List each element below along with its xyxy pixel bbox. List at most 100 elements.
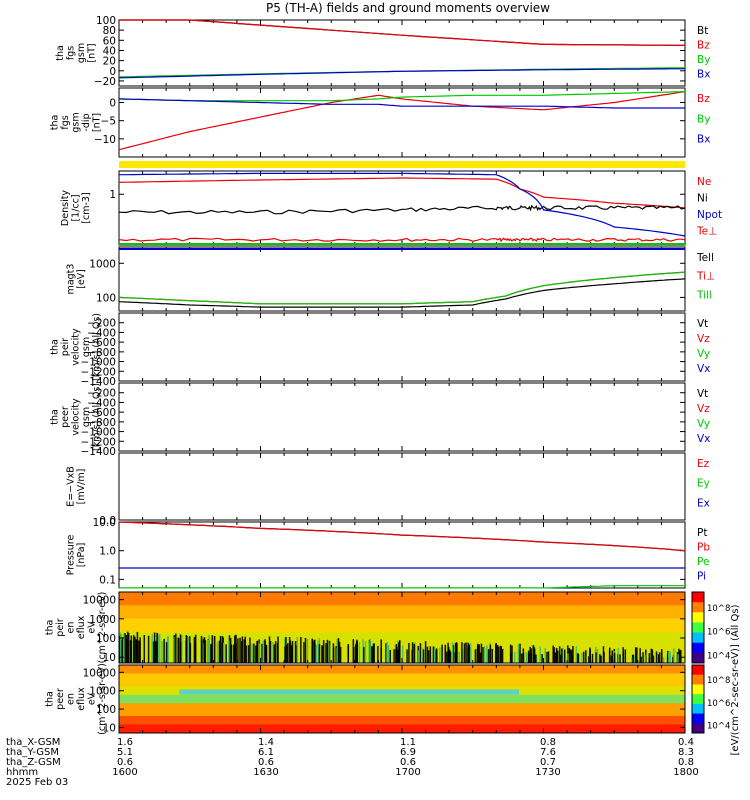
spectrogram-pixel xyxy=(648,653,651,663)
spectrogram-pixel xyxy=(419,643,422,663)
spectrogram-pixel xyxy=(371,646,373,663)
y-tick-label: 100 xyxy=(96,15,116,27)
spectrogram-band xyxy=(119,618,685,624)
spectrogram-pixel xyxy=(520,653,523,663)
y-axis-label-line: eV xyxy=(86,621,97,634)
spectrogram-pixel xyxy=(252,644,254,663)
spectrogram-pixel xyxy=(446,651,448,663)
spectrogram-pixel xyxy=(532,645,534,663)
spectrogram-pixel xyxy=(509,644,512,663)
footer-value: 0.6 xyxy=(117,757,133,768)
spectrogram-pixel xyxy=(124,633,126,663)
spectrogram-pixel xyxy=(435,648,438,663)
spectrogram-pixel xyxy=(296,637,299,663)
spectrogram-pixel xyxy=(563,649,566,663)
spectrogram-pixel xyxy=(619,654,621,663)
spectrogram-pixel xyxy=(478,644,481,663)
spectrogram-pixel xyxy=(256,640,259,663)
spectrogram-pixel xyxy=(482,647,484,663)
y-axis-label-line: tha xyxy=(50,409,61,425)
spectrogram-pixel xyxy=(501,648,504,663)
spectrogram-pixel xyxy=(529,646,531,663)
y-axis-label-line: [nPa] xyxy=(76,543,87,568)
spectrogram-pixel xyxy=(211,635,213,663)
spectrogram-pixel xyxy=(364,641,367,663)
spectrogram-pixel xyxy=(657,654,660,663)
y-axis-label: tha peir velocity gsm [km/s] (All Qs) xyxy=(50,313,103,381)
colorbar-segment xyxy=(692,665,704,676)
spectrogram-pixel xyxy=(372,644,375,663)
spectrogram-pixel xyxy=(240,641,243,663)
spectrogram-pixel xyxy=(650,648,653,663)
spectrogram-pixel xyxy=(480,643,483,663)
spectrogram-pixel xyxy=(318,644,321,663)
spectrogram-pixel xyxy=(622,647,624,663)
spectrogram-pixel xyxy=(487,649,490,663)
spectrogram-pixel xyxy=(138,640,140,663)
y-axis-label-line: [nT] xyxy=(92,113,103,132)
legend-entry: Vz xyxy=(697,403,710,415)
y-tick-label: 1000 xyxy=(89,614,116,626)
y-axis-label-line: eflux xyxy=(76,615,87,639)
spectrogram-pixel xyxy=(634,647,637,663)
colorbar-tick-label: 10^8 xyxy=(707,604,730,614)
spectrogram-pixel xyxy=(600,655,602,663)
legend-entry: Vt xyxy=(697,388,708,400)
spectrogram-pixel xyxy=(317,640,320,663)
spectrogram-pixel xyxy=(552,652,555,663)
spectrogram-pixel xyxy=(572,645,574,663)
spectrogram-pixel xyxy=(451,642,454,663)
spectrogram-pixel xyxy=(194,642,197,663)
spectrogram-pixel xyxy=(583,651,585,663)
y-axis-label-line: peir xyxy=(55,618,66,637)
y-tick-label: −1200 xyxy=(80,366,116,378)
legend-entry: Ti⊥ xyxy=(696,271,715,283)
spectrogram-pixel xyxy=(660,652,663,663)
footer-value: 1600 xyxy=(112,767,137,778)
colorbar-segment xyxy=(692,713,704,724)
spectrogram-peir_eflux xyxy=(119,592,685,664)
colorbar-segment xyxy=(692,703,704,715)
y-axis-label: tha peer en eflux eV (cm^2-s-sr-eV) xyxy=(44,663,108,735)
y-axis-label-line: [1/cc] xyxy=(71,194,82,221)
footer-row-label: tha_Y-GSM xyxy=(6,747,59,758)
spectrogram-pixel xyxy=(175,633,177,663)
panel-temperature: 1000 100 magt3 [eV] Tell Ti⊥ Till xyxy=(65,246,715,312)
series-line-Te⊥ xyxy=(118,237,686,243)
footer-value: 7.6 xyxy=(540,747,556,758)
y-tick-label: 0.1 xyxy=(99,574,116,586)
series-line-By xyxy=(118,91,686,102)
y-tick-label: 1000 xyxy=(89,258,116,270)
y-tick-label: −10 xyxy=(94,134,116,146)
spectrogram-pixel xyxy=(235,642,237,663)
y-axis-label-line: fgs xyxy=(65,46,76,60)
spectrogram-pixel xyxy=(230,644,233,663)
y-axis-label-line: gsm xyxy=(81,407,92,427)
spectrogram-pixel xyxy=(369,639,371,663)
y-axis-label-line: peir xyxy=(60,338,71,357)
legend-entry: Ey xyxy=(697,478,710,490)
y-tick-label: 20 xyxy=(103,56,116,68)
colorbar-segment xyxy=(692,652,704,664)
y-tick-label: −800 xyxy=(87,417,116,429)
y-axis-label-line: tha xyxy=(50,115,61,131)
spectrogram-pixel xyxy=(243,639,246,663)
spectrogram-pixel xyxy=(200,640,203,663)
spectrogram-pixel xyxy=(448,650,451,663)
y-axis-label-line: peer xyxy=(60,406,71,428)
spectrogram-pixel xyxy=(251,643,253,663)
panel-frame xyxy=(118,382,686,452)
spectrogram-pixel xyxy=(427,650,430,663)
y-tick-label: −1200 xyxy=(80,436,116,448)
spectrogram-pixel xyxy=(234,635,236,663)
spectrogram-pixel xyxy=(119,632,122,663)
y-axis-label-line: tha xyxy=(50,339,61,355)
spectrogram-band xyxy=(119,605,685,611)
spectrogram-pixel xyxy=(544,648,546,663)
spectrogram-pixel xyxy=(368,642,371,663)
colorbar-segment xyxy=(692,674,704,685)
y-tick-label: 10000 xyxy=(83,595,116,607)
spectrogram-pixel xyxy=(158,634,161,663)
y-axis-label: Pressure [nPa] xyxy=(65,535,87,576)
